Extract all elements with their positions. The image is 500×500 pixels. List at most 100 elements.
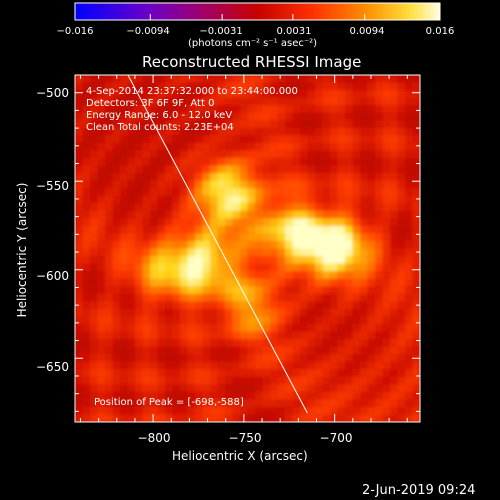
heatmap-cell <box>112 135 121 144</box>
heatmap-cell <box>390 97 399 106</box>
heatmap-cell <box>157 256 166 265</box>
heatmap-cell <box>105 346 114 355</box>
heatmap-cell <box>262 165 271 174</box>
heatmap-cell <box>352 195 361 204</box>
heatmap-cell <box>397 286 406 295</box>
heatmap-cell <box>217 248 226 257</box>
heatmap-cell <box>277 361 286 370</box>
heatmap-cell <box>390 82 399 91</box>
heatmap-cell <box>112 301 121 310</box>
heatmap-cell <box>307 301 316 310</box>
heatmap-cell <box>82 135 91 144</box>
heatmap-cell <box>157 210 166 219</box>
heatmap-cell <box>315 323 324 333</box>
heatmap-cell <box>337 165 346 174</box>
heatmap-cell <box>75 308 84 317</box>
heatmap-cell <box>277 218 286 227</box>
heatmap-cell <box>315 354 324 363</box>
heatmap-cell <box>172 90 181 99</box>
heatmap-cell <box>285 369 294 378</box>
heatmap-cell <box>150 286 159 295</box>
heatmap-cell <box>180 112 189 121</box>
heatmap-cell <box>75 188 84 197</box>
heatmap-cell <box>142 323 151 333</box>
heatmap-cell <box>135 286 144 295</box>
heatmap-cell <box>240 120 249 129</box>
heatmap-cell <box>345 391 354 400</box>
heatmap-cell <box>97 218 106 227</box>
heatmap-cell <box>270 135 279 144</box>
heatmap-cell <box>150 97 159 106</box>
heatmap-cell <box>202 271 211 280</box>
heatmap-cell <box>255 286 264 295</box>
heatmap-cell <box>270 286 279 295</box>
heatmap-cell <box>187 293 196 302</box>
heatmap-cell <box>405 157 414 167</box>
heatmap-cell <box>382 75 391 84</box>
heatmap-cell <box>285 218 294 227</box>
heatmap-cell <box>105 97 114 106</box>
heatmap-cell <box>322 384 331 393</box>
heatmap-cell <box>187 112 196 121</box>
heatmap-cell <box>217 82 226 91</box>
heatmap-cell <box>240 308 249 317</box>
heatmap-cell <box>187 173 196 182</box>
heatmap-cell <box>375 82 384 91</box>
heatmap-cell <box>307 82 316 91</box>
heatmap-cell <box>255 354 264 363</box>
heatmap-cell <box>330 82 339 91</box>
heatmap-cell <box>292 361 301 370</box>
heatmap-cell <box>270 399 279 408</box>
y-tick-label: −600 <box>36 269 69 283</box>
heatmap-cell <box>165 263 174 272</box>
heatmap-cell <box>345 127 354 136</box>
heatmap-cell <box>157 361 166 370</box>
heatmap-cell <box>262 203 271 212</box>
heatmap-cell <box>105 354 114 363</box>
heatmap-cell <box>322 157 331 167</box>
heatmap-cell <box>300 188 309 197</box>
heatmap-cell <box>277 157 286 167</box>
heatmap-cell <box>90 188 99 197</box>
heatmap-cell <box>367 112 376 121</box>
heatmap-cell <box>300 180 309 189</box>
heatmap-cell <box>202 339 211 348</box>
heatmap-cell <box>75 263 84 272</box>
heatmap-cell <box>247 248 256 257</box>
heatmap-cell <box>75 127 84 136</box>
heatmap-cell <box>82 150 91 159</box>
heatmap-cell <box>90 112 99 121</box>
heatmap-cell <box>247 354 256 363</box>
heatmap-cell <box>97 331 106 340</box>
heatmap-cell <box>360 391 369 400</box>
heatmap-cell <box>375 195 384 204</box>
heatmap-cell <box>135 157 144 167</box>
heatmap-cell <box>360 105 369 114</box>
heatmap-cell <box>135 240 144 250</box>
heatmap-cell <box>165 210 174 219</box>
heatmap-cell <box>285 286 294 295</box>
heatmap-cell <box>187 399 196 408</box>
heatmap-cell <box>405 127 414 136</box>
heatmap-cell <box>90 165 99 174</box>
heatmap-cell <box>172 203 181 212</box>
heatmap-cell <box>285 97 294 106</box>
heatmap-cell <box>225 331 234 340</box>
heatmap-cell <box>367 150 376 159</box>
heatmap-cell <box>397 361 406 370</box>
heatmap-cell <box>352 240 361 250</box>
heatmap-cell <box>360 354 369 363</box>
heatmap-cell <box>412 90 420 99</box>
heatmap-cell <box>97 256 106 265</box>
heatmap-cell <box>367 120 376 129</box>
heatmap-cell <box>412 339 420 348</box>
heatmap-cell <box>247 218 256 227</box>
heatmap-cell <box>202 384 211 393</box>
heatmap-cell <box>217 354 226 363</box>
heatmap-cell <box>255 256 264 265</box>
heatmap-cell <box>375 376 384 385</box>
heatmap-cell <box>330 399 339 408</box>
heatmap-cell <box>127 112 136 121</box>
heatmap-cell <box>112 82 121 91</box>
heatmap-cell <box>382 240 391 250</box>
